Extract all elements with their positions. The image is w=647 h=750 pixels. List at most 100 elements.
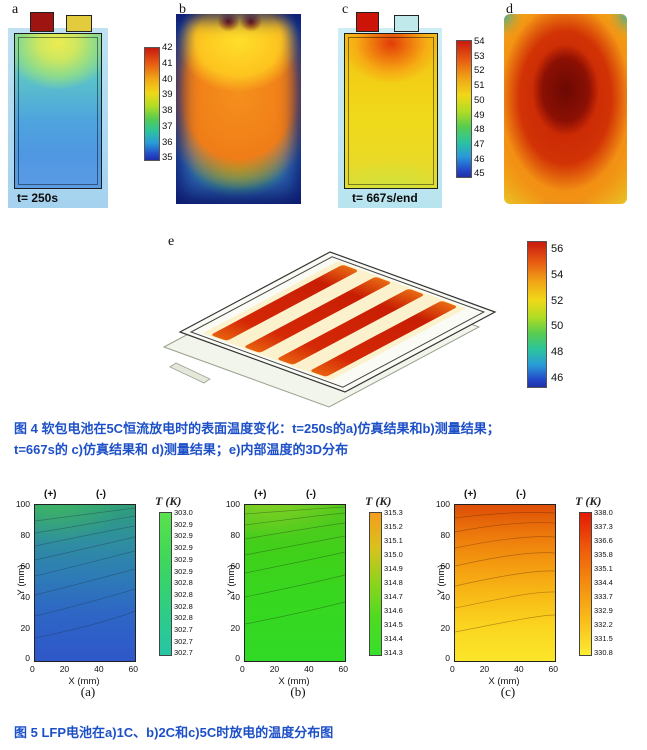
battery-inner-outline xyxy=(191,257,484,387)
fig4-panel-c-tab-right xyxy=(394,15,419,32)
fig4-colorbar-e-ticks: 56 54 52 50 48 46 xyxy=(551,244,563,384)
electrode-minus-label: (-) xyxy=(516,489,526,500)
axis-tick: 40 xyxy=(304,664,314,674)
colorbar-tick: 302.8 xyxy=(174,578,193,588)
colorbar-tick: 302.9 xyxy=(174,543,193,553)
axis-tick: 40 xyxy=(230,591,240,602)
colorbar-tick: 302.8 xyxy=(174,601,193,611)
colorbar-tick: 48 xyxy=(474,124,485,136)
electrode-plus-label: (+) xyxy=(44,489,57,500)
colorbar-tick: 315.3 xyxy=(384,508,403,517)
x-axis-ticks: 0 20 40 60 xyxy=(450,664,558,674)
colorbar-tick: 36 xyxy=(162,136,173,148)
colorbar-tick: 45 xyxy=(474,168,485,180)
fig4-panel-a-tab-left xyxy=(30,12,54,32)
axis-tick: 20 xyxy=(59,664,70,674)
axis-tick: 100 xyxy=(225,499,240,509)
fig4-panel-c-cell-outline xyxy=(348,37,434,185)
electrode-minus-label: (-) xyxy=(96,489,106,500)
x-axis-label: X (mm) xyxy=(68,676,100,687)
x-axis-label: X (mm) xyxy=(278,676,310,687)
colorbar-tick: 338.0 xyxy=(594,508,613,517)
hot-region-glow xyxy=(202,261,467,381)
colorbar-tick: 40 xyxy=(162,73,173,85)
axis-tick: 40 xyxy=(94,664,104,674)
y-axis-ticks: 100 80 60 40 20 0 xyxy=(12,500,30,663)
colorbar-tick: 335.1 xyxy=(594,564,613,574)
fig4-panel-d-letter: d xyxy=(506,2,513,17)
colorbar-title: T (K) xyxy=(155,494,182,508)
colorbar-tick: 337.3 xyxy=(594,522,613,532)
colorbar-tick: 50 xyxy=(474,94,485,106)
colorbar-tick: 54 xyxy=(474,36,485,47)
fig4-panel-a-time: t= 250s xyxy=(17,191,59,205)
colorbar-tick: 302.8 xyxy=(174,613,193,623)
colorbar-tick: 330.8 xyxy=(594,648,613,658)
x-axis-label: X (mm) xyxy=(488,676,520,687)
colorbar-tick: 336.6 xyxy=(594,536,613,546)
axis-tick: 20 xyxy=(479,664,490,674)
colorbar-tick: 48 xyxy=(551,346,564,359)
fig4-colorbar-a-ticks: 42 41 40 39 38 37 36 35 xyxy=(162,43,173,163)
colorbar-tick: 314.5 xyxy=(384,620,403,630)
colorbar-tick: 302.9 xyxy=(174,554,193,564)
fig4-panel-d-thermal-image xyxy=(504,14,627,204)
colorbar-tick: 46 xyxy=(551,371,564,384)
colorbar-tick: 54 xyxy=(551,268,564,281)
colorbar-tick: 333.7 xyxy=(594,592,613,602)
contour-lines xyxy=(245,506,345,625)
colorbar-tick: 302.7 xyxy=(174,648,193,658)
axis-tick: 60 xyxy=(230,560,240,571)
colorbar-tick: 334.4 xyxy=(594,578,613,588)
colorbar-title: T (K) xyxy=(575,494,602,508)
colorbar-tick: 315.1 xyxy=(384,536,403,546)
colorbar-tick: 38 xyxy=(162,105,173,117)
axis-tick: 0 xyxy=(445,653,450,664)
colorbar-tick: 56 xyxy=(551,243,564,255)
colorbar-tick: 335.8 xyxy=(594,550,613,560)
colorbar-tick: 302.7 xyxy=(174,636,193,646)
colorbar-tick: 332.2 xyxy=(594,620,613,630)
fig5-plot-c-heatmap xyxy=(454,504,556,662)
colorbar-tick: 41 xyxy=(162,57,173,69)
colorbar-tick: 332.9 xyxy=(594,606,613,616)
y-axis-ticks: 100 80 60 40 20 0 xyxy=(432,500,450,663)
fig4-panel-b-thermal-image xyxy=(176,14,301,204)
electrode-minus-label: (-) xyxy=(306,489,316,500)
axis-tick: 20 xyxy=(440,622,450,633)
colorbar-tick: 302.7 xyxy=(174,625,193,635)
colorbar-tick: 315.2 xyxy=(384,522,403,532)
axis-tick: 0 xyxy=(240,664,245,674)
colorbar-tick: 315.0 xyxy=(384,550,403,560)
axis-tick: 20 xyxy=(230,622,240,633)
fig4-panel-e-3d-view xyxy=(150,237,520,415)
electrode-plus-label: (+) xyxy=(254,489,267,500)
contour-lines xyxy=(35,507,135,639)
colorbar-tick: 51 xyxy=(474,80,485,92)
hot-stripe xyxy=(278,289,424,365)
colorbar-tick: 314.7 xyxy=(384,592,403,602)
fig4-panel-c-tab-left xyxy=(356,12,379,32)
colorbar-title: T (K) xyxy=(365,494,392,508)
fig4-colorbar-c xyxy=(456,40,472,178)
fig4-caption: 图 4 软包电池在5C恒流放电时的表面温度变化：t=250s的a)仿真结果和b)… xyxy=(14,418,638,460)
fig5-plot-a-sublabel: (a) xyxy=(80,684,96,699)
fig4-panel-e-letter: e xyxy=(168,234,175,249)
axis-tick: 60 xyxy=(128,664,138,674)
fig4-panel-b-letter: b xyxy=(179,2,186,17)
colorbar-tick: 35 xyxy=(162,152,173,164)
colorbar-tick: 37 xyxy=(162,120,173,132)
fig5-colorbar-c xyxy=(579,512,592,656)
colorbar-tick: 331.5 xyxy=(594,634,613,644)
colorbar-tick: 314.9 xyxy=(384,564,403,574)
y-axis-ticks: 100 80 60 40 20 0 xyxy=(222,500,240,663)
colorbar-tick: 302.8 xyxy=(174,589,193,599)
axis-tick: 40 xyxy=(20,591,30,602)
hot-stripe xyxy=(311,301,457,377)
fig5-colorbar-c-ticks: 338.0 337.3 336.6 335.8 335.1 334.4 333.7 332.9… xyxy=(594,509,613,657)
fig5-colorbar-a xyxy=(159,512,172,656)
fig5-plot-a-heatmap xyxy=(34,504,136,662)
fig4-panel-a-letter: a xyxy=(12,2,19,17)
fig5-colorbar-b xyxy=(369,512,382,656)
fig4-colorbar-a xyxy=(144,47,160,161)
